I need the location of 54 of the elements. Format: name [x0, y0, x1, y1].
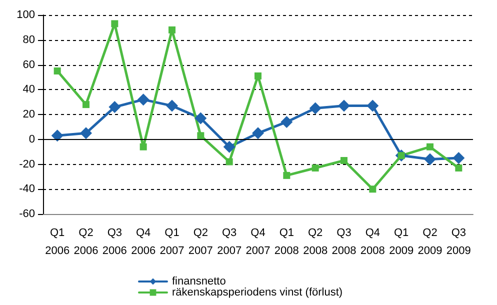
x-tick-label: Q3 2006 — [102, 227, 127, 257]
point — [140, 143, 147, 150]
point — [137, 94, 150, 106]
point — [51, 130, 64, 142]
x-tick-label: Q4 2006 — [131, 227, 156, 257]
legend-label: finansnetto — [172, 276, 226, 288]
x-tick-label: Q2 2009 — [418, 227, 442, 257]
y-tick-label: 60 — [22, 58, 35, 71]
point — [426, 143, 434, 150]
point — [340, 157, 348, 164]
x-tick-label: Q1 2007 — [160, 227, 184, 257]
point — [424, 153, 436, 166]
point — [452, 152, 465, 164]
x-tick-label: Q2 2008 — [303, 227, 328, 257]
point — [82, 101, 90, 108]
point — [366, 100, 379, 112]
x-tick-label: Q4 2008 — [360, 227, 385, 257]
point — [338, 100, 350, 112]
legend-label: räkenskapsperiodens vinst (förlust) — [172, 286, 343, 298]
point — [280, 116, 293, 128]
point — [223, 140, 236, 153]
x-tick-label: Q4 2007 — [246, 227, 270, 257]
point — [168, 26, 176, 34]
point — [312, 164, 319, 172]
x-tick-label: Q3 2009 — [446, 227, 471, 257]
x-tick-label: Q2 2006 — [74, 227, 98, 257]
x-tick-label: Q2 2007 — [188, 227, 213, 257]
point — [80, 127, 92, 140]
x-tick-label: Q3 2007 — [217, 227, 242, 257]
point — [283, 172, 290, 179]
point — [252, 127, 264, 140]
point — [111, 20, 118, 28]
y-tick-label: 0 — [28, 133, 35, 146]
point — [54, 67, 61, 74]
y-tick-label: 40 — [22, 84, 35, 96]
point — [226, 158, 233, 166]
y-tick-label: 80 — [22, 34, 35, 46]
y-tick-label: 100 — [16, 9, 35, 21]
x-tick-label: Q1 2009 — [389, 227, 414, 257]
x-tick-label: Q1 2006 — [45, 227, 70, 257]
point — [194, 112, 207, 124]
y-tick-label: -60 — [19, 208, 35, 220]
y-tick-label: 20 — [22, 108, 35, 120]
point — [369, 186, 376, 193]
point — [197, 132, 204, 140]
point — [166, 100, 178, 112]
y-tick-label: -20 — [19, 158, 35, 170]
point — [108, 101, 121, 114]
x-tick-label: Q3 2008 — [332, 227, 356, 257]
point — [254, 72, 262, 80]
point — [309, 102, 322, 114]
y-tick-label: -40 — [19, 183, 35, 196]
x-tick-label: Q1 2008 — [274, 227, 299, 257]
point — [455, 164, 462, 172]
